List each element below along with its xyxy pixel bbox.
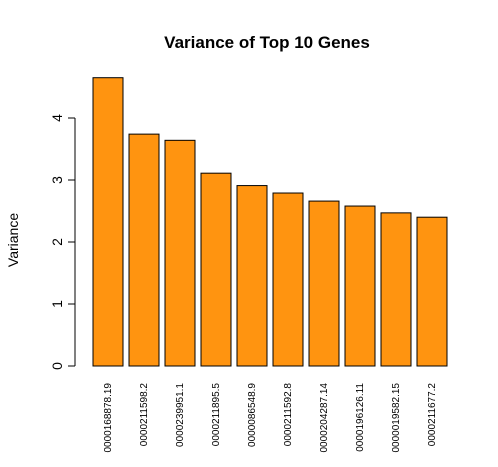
bar bbox=[200, 172, 232, 367]
bar bbox=[92, 77, 124, 367]
bar bbox=[380, 212, 412, 367]
x-tick-label: 0000211592.8 bbox=[283, 383, 294, 447]
x-tick-label: 0000019582.15 bbox=[391, 383, 402, 453]
bar bbox=[128, 133, 160, 367]
x-tick-label: 0000211677.2 bbox=[427, 383, 438, 447]
x-tick-label: 0000211598.2 bbox=[139, 383, 150, 447]
bar bbox=[236, 185, 268, 367]
bar bbox=[308, 200, 340, 367]
x-tick-label: 0000086548.9 bbox=[247, 383, 258, 447]
x-tick-label: 0000204287.14 bbox=[319, 383, 330, 453]
bars-group bbox=[92, 77, 448, 367]
y-tick-label: 1 bbox=[49, 300, 65, 308]
bar bbox=[272, 192, 304, 367]
bar bbox=[416, 216, 448, 367]
y-tick-label: 3 bbox=[49, 176, 65, 184]
x-tick-label: 0000211895.5 bbox=[211, 383, 222, 447]
bar bbox=[344, 205, 376, 367]
y-tick-label: 4 bbox=[49, 114, 65, 122]
x-tick-label: 0000168878.19 bbox=[103, 383, 114, 453]
x-tick-label: 0000196126.11 bbox=[355, 383, 366, 452]
y-axis-label: Variance bbox=[5, 213, 21, 267]
chart-title: Variance of Top 10 Genes bbox=[164, 33, 370, 52]
y-tick-label: 2 bbox=[49, 238, 65, 246]
x-tick-label: 0000239951.1 bbox=[175, 383, 186, 447]
y-axis-ticks: 0 1 2 3 4 bbox=[49, 114, 75, 370]
x-axis-labels: 0000168878.19 0000211598.2 0000239951.1 000… bbox=[103, 383, 438, 453]
y-tick-label: 0 bbox=[49, 362, 65, 370]
bar bbox=[164, 139, 196, 367]
